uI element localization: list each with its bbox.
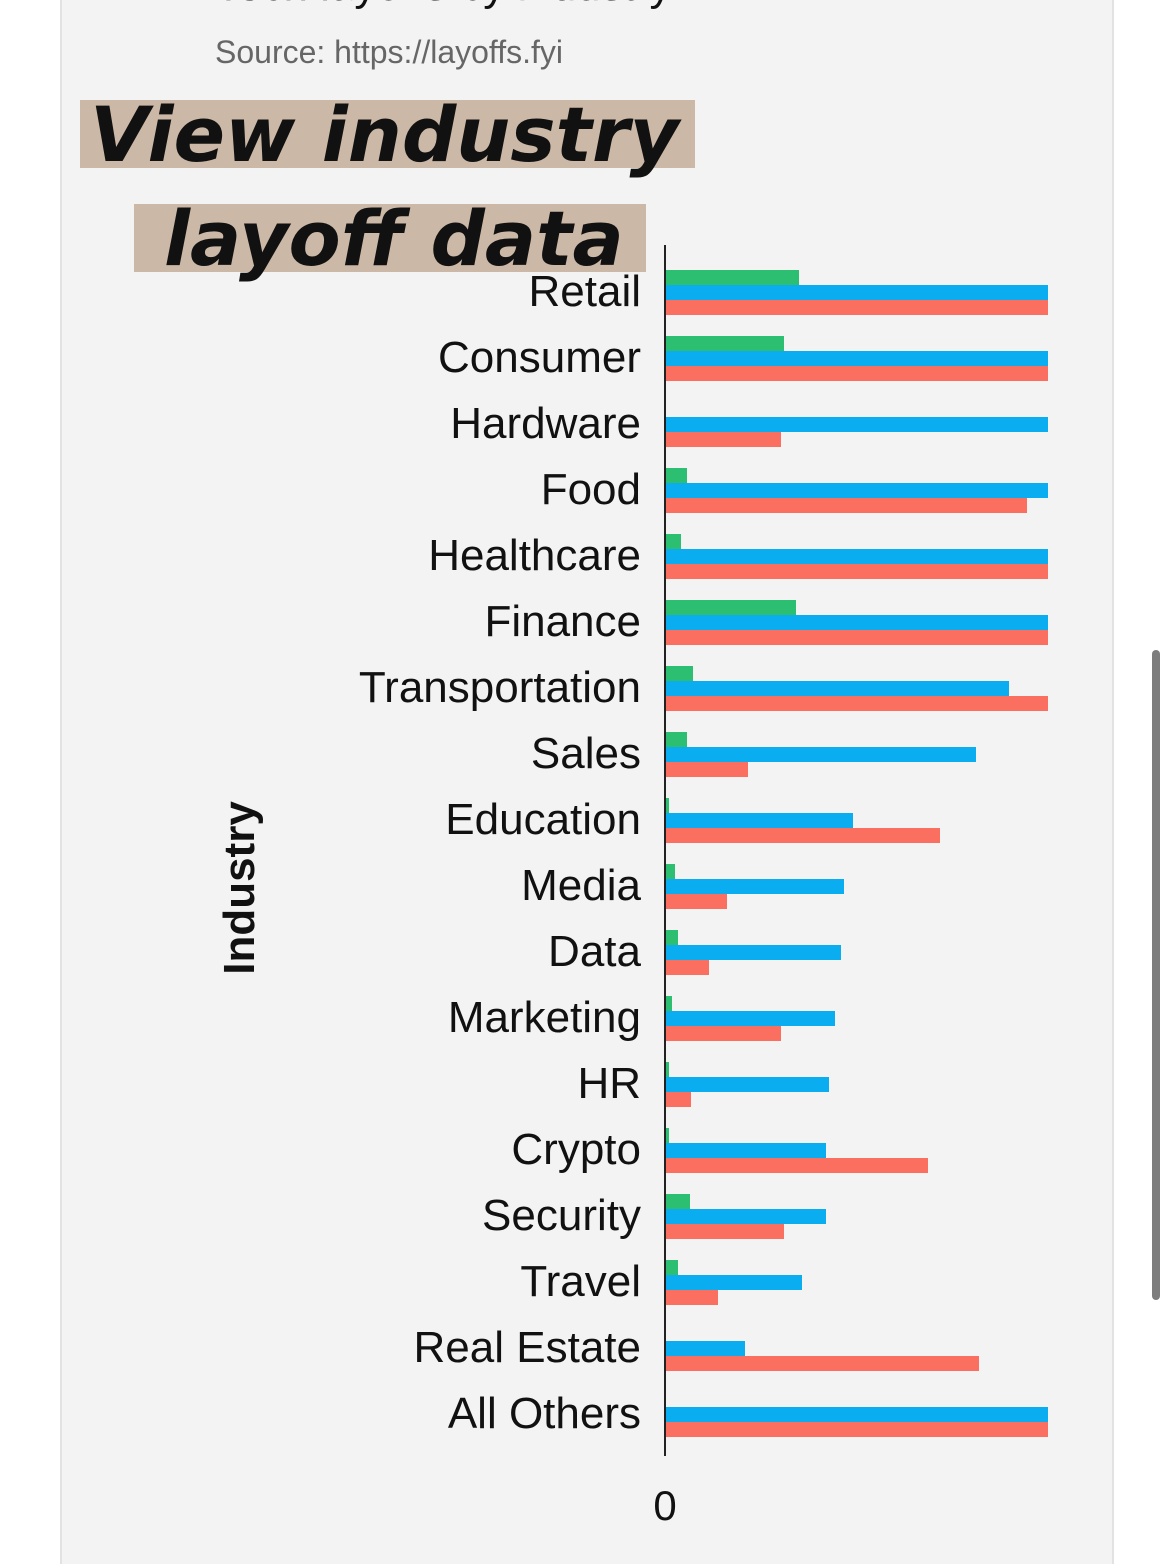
category-label: Retail [529, 267, 642, 316]
bar-healthcare-s2 [665, 549, 1048, 564]
bar-media-s3 [665, 894, 727, 909]
bar-real-estate-s2 [665, 1341, 745, 1356]
bar-hr-s1 [665, 1062, 669, 1077]
bar-consumer-s1 [665, 336, 784, 351]
bar-security-s3 [665, 1224, 784, 1239]
bar-security-s1 [665, 1194, 690, 1209]
bar-real-estate-s3 [665, 1356, 979, 1371]
bar-retail-s1 [665, 270, 799, 285]
bar-transportation-s2 [665, 681, 1009, 696]
chart-source: Source: https://layoffs.fyi [215, 34, 564, 70]
category-label: Media [521, 861, 641, 910]
category-label: All Others [448, 1389, 641, 1438]
category-label: Finance [484, 597, 641, 646]
bar-crypto-s1 [665, 1128, 669, 1143]
caption-overlay-line2: layoff data [134, 201, 646, 277]
category-label: Travel [520, 1257, 641, 1306]
bar-crypto-s2 [665, 1143, 826, 1158]
bar-consumer-s3 [665, 366, 1048, 381]
bar-food-s2 [665, 483, 1048, 498]
bar-security-s2 [665, 1209, 826, 1224]
category-label: Sales [531, 729, 641, 778]
y-axis-title: Industry [215, 801, 264, 975]
bar-retail-s2 [665, 285, 1048, 300]
x-tick-label: 0 [653, 1482, 676, 1529]
bar-food-s3 [665, 498, 1027, 513]
bar-marketing-s3 [665, 1026, 781, 1041]
category-label: Security [482, 1191, 641, 1240]
bar-data-s3 [665, 960, 709, 975]
bar-marketing-s1 [665, 996, 672, 1011]
bar-hardware-s2 [665, 417, 1048, 432]
category-label: Food [541, 465, 641, 514]
caption-overlay-line1: View industry [80, 97, 695, 173]
bar-food-s1 [665, 468, 687, 483]
bar-data-s2 [665, 945, 841, 960]
vertical-scrollbar[interactable] [1152, 650, 1160, 1300]
bar-education-s2 [665, 813, 853, 828]
bar-finance-s2 [665, 615, 1048, 630]
category-label: Real Estate [414, 1323, 641, 1372]
bar-travel-s3 [665, 1290, 718, 1305]
bar-sales-s1 [665, 732, 687, 747]
bar-all-others-s3 [665, 1422, 1048, 1437]
bar-finance-s3 [665, 630, 1048, 645]
category-label: Crypto [511, 1125, 641, 1174]
bar-hr-s2 [665, 1077, 829, 1092]
bar-crypto-s3 [665, 1158, 928, 1173]
category-label: Education [445, 795, 641, 844]
bar-sales-s2 [665, 747, 976, 762]
bar-healthcare-s3 [665, 564, 1048, 579]
category-label: Marketing [448, 993, 641, 1042]
bar-finance-s1 [665, 600, 796, 615]
bar-all-others-s2 [665, 1407, 1048, 1422]
bar-marketing-s2 [665, 1011, 835, 1026]
bar-travel-s1 [665, 1260, 678, 1275]
bar-healthcare-s1 [665, 534, 681, 549]
bar-data-s1 [665, 930, 678, 945]
bar-hardware-s3 [665, 432, 781, 447]
category-label: Healthcare [428, 531, 641, 580]
bar-consumer-s2 [665, 351, 1048, 366]
chart-title-text: Tech layoffs by industry [215, 0, 915, 14]
bar-media-s2 [665, 879, 844, 894]
bar-sales-s3 [665, 762, 748, 777]
bar-education-s3 [665, 828, 940, 843]
category-label: Transportation [359, 663, 641, 712]
category-label: HR [577, 1059, 641, 1108]
bar-media-s1 [665, 864, 675, 879]
category-label: Hardware [450, 399, 641, 448]
chart-title: Tech layoffs by industry [215, 0, 915, 14]
bar-hr-s3 [665, 1092, 691, 1107]
bar-transportation-s3 [665, 696, 1048, 711]
bar-transportation-s1 [665, 666, 693, 681]
category-label: Data [548, 927, 641, 976]
bar-travel-s2 [665, 1275, 802, 1290]
category-label: Consumer [438, 333, 641, 382]
bar-retail-s3 [665, 300, 1048, 315]
bar-education-s1 [665, 798, 669, 813]
